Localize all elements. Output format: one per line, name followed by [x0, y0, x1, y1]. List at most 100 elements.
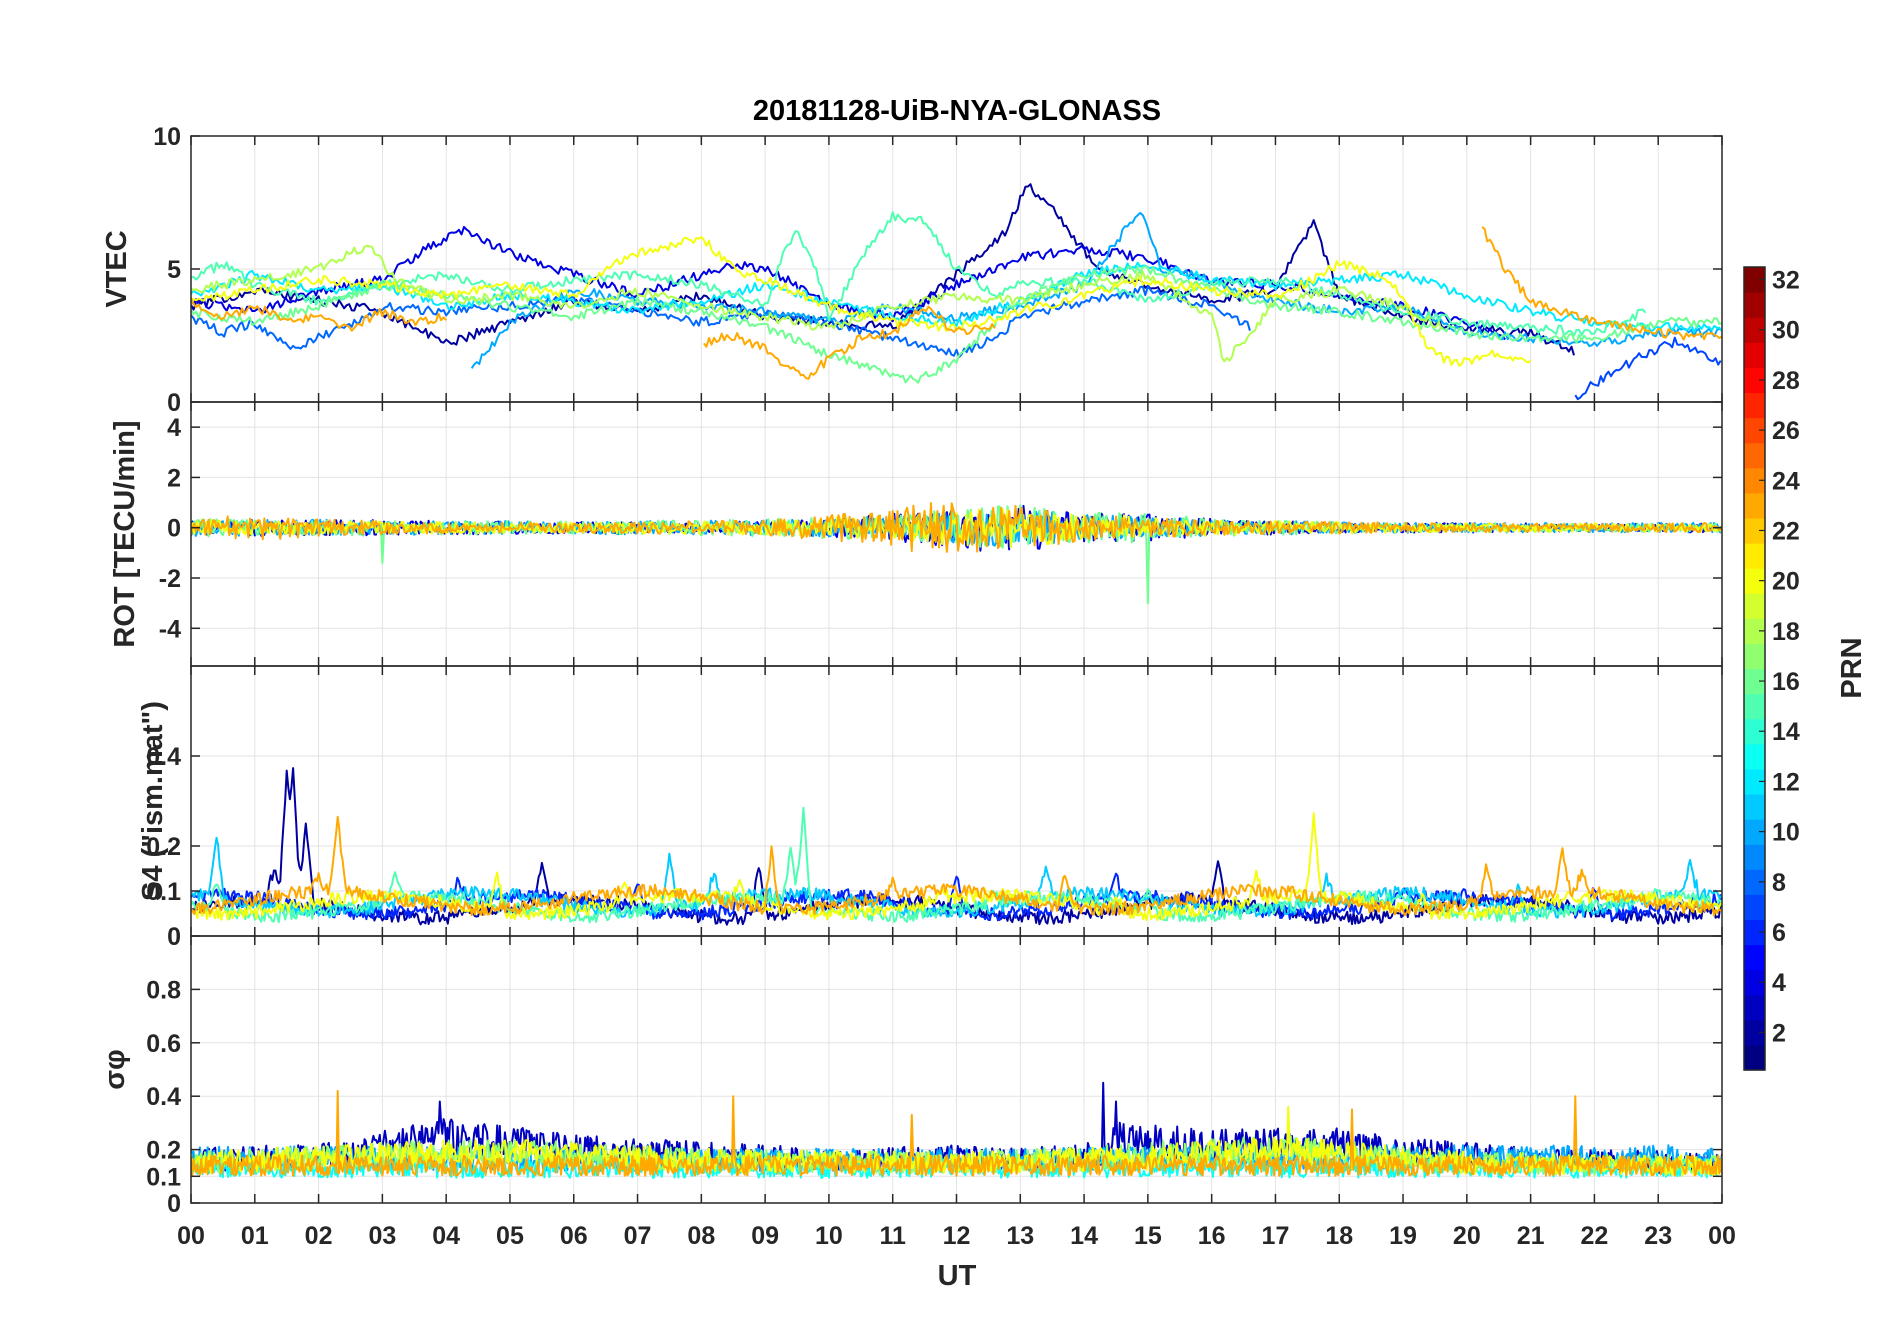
series-line-prn-10	[470, 211, 1722, 369]
colorbar-tick-label: 20	[1772, 568, 1800, 596]
colorbar-cell	[1744, 342, 1765, 368]
colorbar-tick-label: 8	[1772, 869, 1786, 897]
colorbar-cell	[1744, 969, 1765, 996]
x-axis-label: UT	[938, 1260, 977, 1292]
x-tick-label: 04	[432, 1222, 460, 1250]
colorbar-cell	[1744, 442, 1765, 469]
y-tick-label: 10	[153, 123, 181, 151]
y-tick-label: 0	[167, 389, 181, 417]
x-tick-label: 02	[305, 1222, 333, 1250]
x-tick-label: 20	[1453, 1222, 1481, 1250]
colorbar-cell	[1744, 593, 1765, 619]
colorbar-cell	[1744, 517, 1765, 544]
colorbar-cell	[1744, 743, 1765, 770]
y-tick-label: 0.6	[146, 1030, 181, 1058]
colorbar-cell	[1744, 718, 1765, 745]
colorbar-cell	[1744, 618, 1765, 645]
colorbar-cell	[1744, 894, 1765, 921]
colorbar-cell	[1744, 1019, 1765, 1046]
series-line-prn-18	[191, 244, 1443, 363]
x-tick-label: 05	[496, 1222, 524, 1250]
colorbar-cell	[1744, 643, 1765, 670]
y-axis-label-vtec: VTEC	[101, 230, 133, 307]
y-tick-label: 0.4	[146, 1083, 181, 1111]
series-line-prn-20	[191, 236, 1532, 367]
x-tick-label: 06	[560, 1222, 588, 1250]
colorbar-tick-label: 26	[1772, 417, 1800, 445]
panel-s4: 0 0.1 0.2 0.4S4 ("ism.mat")	[137, 665, 1723, 951]
series-line-prn-7	[1574, 336, 1722, 401]
colorbar-cell	[1744, 267, 1765, 293]
series-line-prn-23	[191, 226, 1722, 380]
x-tick-label: 10	[815, 1222, 843, 1250]
y-axis-label-rot: ROT [TECU/min]	[109, 420, 141, 647]
x-tick-label: 01	[241, 1222, 269, 1250]
colorbar-cell	[1744, 668, 1765, 695]
x-tick-label: 17	[1262, 1222, 1290, 1250]
colorbar-frame	[1743, 266, 1766, 1071]
colorbar-tick-label: 12	[1772, 768, 1800, 796]
colorbar-cell	[1744, 392, 1765, 419]
y-axis-label-sigma_phi: σφ	[99, 1049, 131, 1090]
y-tick-label: 0	[167, 1190, 181, 1218]
series-line-prn-20	[191, 508, 1722, 549]
x-tick-label: 00	[177, 1222, 205, 1250]
x-tick-label: 03	[368, 1222, 396, 1250]
colorbar-tick-label: 28	[1772, 367, 1800, 395]
colorbar-cell	[1744, 693, 1765, 720]
series-rot	[191, 502, 1722, 605]
x-tick-labels: 00 01 02 03 04 05 06 07 08 09 10 11 12 13 14 15 16 17 18 19…	[177, 1222, 1736, 1250]
y-tick-label: 2	[167, 464, 181, 492]
y-tick-label: 0.1	[146, 1163, 181, 1191]
x-tick-label: 08	[687, 1222, 715, 1250]
colorbar-cell	[1744, 919, 1765, 946]
x-tick-label: 23	[1644, 1222, 1672, 1250]
x-tick-label: 15	[1134, 1222, 1162, 1250]
x-tick-label: 19	[1389, 1222, 1417, 1250]
x-tick-label: 09	[751, 1222, 779, 1250]
colorbar-cell	[1744, 317, 1765, 343]
y-axis-label-s4: S4 ("ism.mat")	[137, 701, 169, 901]
x-tick-label: 12	[943, 1222, 971, 1250]
colorbar-tick-label: 22	[1772, 517, 1800, 545]
colorbar-tick-label: 24	[1772, 467, 1800, 495]
colorbar-cell	[1744, 1044, 1765, 1071]
colorbar-cell	[1744, 819, 1765, 845]
x-tick-label: 14	[1070, 1222, 1098, 1250]
colorbar-cell	[1744, 467, 1765, 494]
colorbar-cell	[1744, 793, 1765, 820]
x-tick-label: 07	[624, 1222, 652, 1250]
colorbar-cell	[1744, 568, 1765, 594]
series-vtec	[191, 183, 1722, 401]
series-s4	[191, 767, 1722, 926]
y-tick-label: 0.4	[146, 743, 181, 771]
panel-rot: -4 -2 0 2 4 ROT [TECU/min]	[109, 401, 1723, 667]
colorbar-tick-label: 14	[1772, 718, 1800, 746]
panel-vtec: 0 5 10 VTEC	[101, 123, 1723, 417]
colorbar-cell	[1744, 944, 1765, 971]
y-tick-label: 0.8	[146, 976, 181, 1004]
colorbar-cell	[1744, 543, 1765, 569]
colorbar-cell	[1744, 844, 1765, 870]
colorbar-tick-label: 30	[1772, 317, 1800, 345]
series-line-prn-23	[191, 1089, 1722, 1177]
y-tick-label: 0	[167, 923, 181, 951]
colorbar-cell	[1744, 768, 1765, 795]
y-tick-label: 4	[167, 414, 181, 442]
colorbar-tick-label: 6	[1772, 919, 1786, 947]
x-tick-label: 11	[879, 1222, 906, 1250]
series-line-prn-4	[191, 226, 1506, 341]
series-line-prn-12	[191, 261, 1722, 333]
colorbar-cell	[1744, 869, 1765, 895]
series-line-prn-16	[191, 265, 1722, 384]
colorbar-cell	[1744, 492, 1765, 519]
panel-sigma_phi: 00.10.2 0.4 0.6 0.8 σφ	[99, 935, 1723, 1218]
series-line-prn-23	[191, 815, 1722, 917]
series-line-prn-15	[191, 211, 1647, 337]
y-tick-label: -4	[159, 615, 181, 643]
y-tick-label: 0.2	[146, 1137, 181, 1165]
colorbar-tick-label: 32	[1772, 267, 1800, 295]
